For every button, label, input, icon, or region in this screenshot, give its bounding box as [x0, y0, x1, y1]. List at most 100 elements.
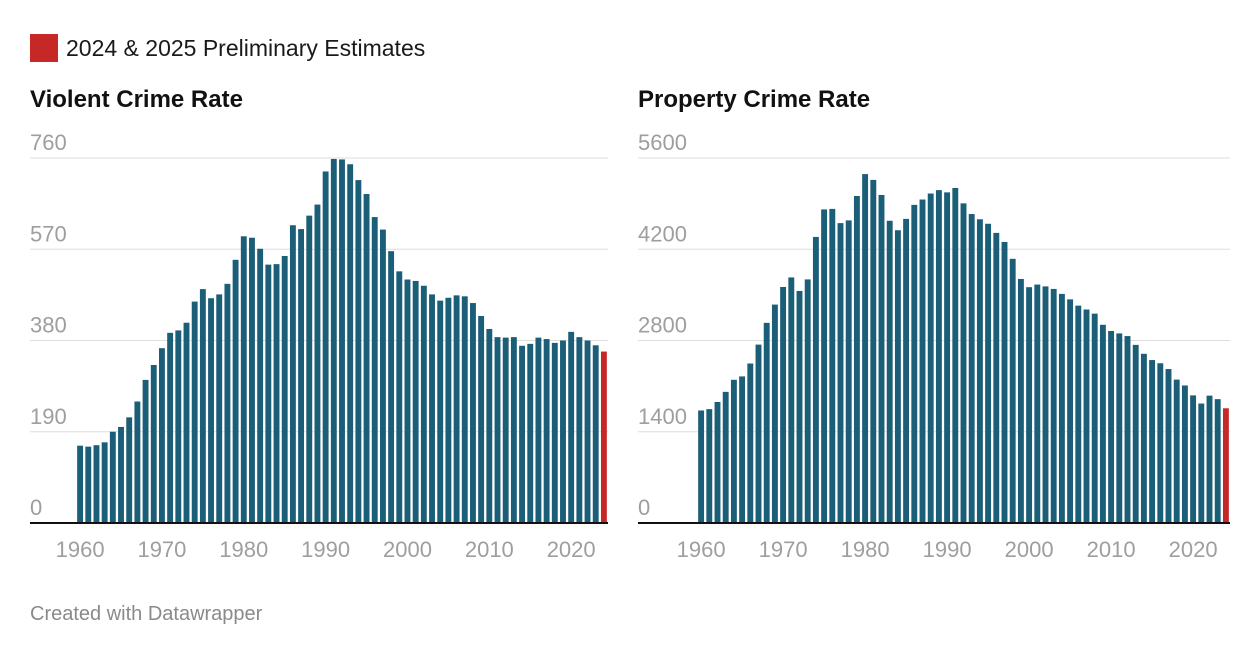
y-tick-label: 2800	[638, 313, 687, 338]
x-tick-label: 2020	[1169, 537, 1218, 562]
x-tick-label: 2000	[383, 537, 432, 562]
bar	[1067, 299, 1074, 523]
bar	[788, 277, 795, 523]
bar	[412, 280, 419, 523]
bar	[85, 446, 92, 523]
bar	[878, 194, 885, 523]
bar	[371, 217, 378, 523]
bar	[592, 345, 599, 523]
bar	[796, 290, 803, 523]
bar	[167, 332, 174, 523]
bar	[363, 194, 370, 523]
bar	[935, 190, 942, 523]
chart-title-violent: Violent Crime Rate	[30, 86, 243, 113]
bar	[698, 410, 705, 523]
bar	[1083, 309, 1090, 523]
bar	[183, 322, 190, 523]
chart-property: 0 1400 2800 4200 5600 1960 1970 1980 1990 2000 201…	[638, 130, 1230, 562]
bar	[77, 445, 84, 523]
x-tick-label: 1980	[219, 537, 268, 562]
bar	[453, 295, 460, 523]
bar	[1214, 399, 1221, 523]
bar	[1198, 403, 1205, 523]
bar	[763, 322, 770, 523]
bar	[191, 301, 198, 523]
bar	[837, 223, 844, 524]
bar	[232, 259, 239, 523]
bar	[289, 225, 296, 524]
bar	[993, 232, 1000, 523]
bar	[347, 164, 354, 524]
bar	[1099, 324, 1106, 523]
bar	[150, 364, 157, 523]
bar	[445, 297, 452, 523]
bar	[919, 199, 926, 523]
bar	[510, 337, 517, 523]
bar	[771, 304, 778, 523]
bar	[339, 159, 345, 523]
bar	[298, 229, 305, 523]
bar	[976, 219, 983, 523]
bar	[306, 215, 313, 523]
x-tick-label: 1960	[677, 537, 726, 562]
bar	[249, 237, 255, 523]
bar	[1108, 330, 1115, 523]
bar	[134, 401, 141, 523]
bar	[175, 330, 182, 523]
bar	[265, 264, 272, 523]
bar	[461, 296, 468, 523]
x-tick-label: 1960	[56, 537, 105, 562]
bar	[396, 271, 403, 523]
bar	[1026, 287, 1033, 523]
bar	[330, 158, 337, 523]
bar	[404, 279, 411, 523]
x-tick-label: 1970	[137, 537, 186, 562]
bar	[853, 196, 860, 523]
bar	[755, 344, 762, 523]
bar	[535, 337, 542, 523]
bar	[224, 283, 231, 523]
legend: 2024 & 2025 Preliminary Estimates	[30, 34, 425, 62]
y-tick-label: 0	[638, 495, 650, 520]
bar	[1173, 379, 1180, 523]
estimate-bar	[600, 351, 607, 523]
bar	[1116, 333, 1123, 523]
x-tick-label: 2010	[465, 537, 514, 562]
bar	[739, 376, 746, 523]
bar	[1181, 385, 1188, 523]
bar	[1075, 305, 1082, 523]
y-tick-label: 4200	[638, 221, 687, 246]
bar	[470, 303, 476, 523]
bar	[322, 171, 329, 523]
y-tick-label: 0	[30, 495, 42, 520]
y-tick-label: 380	[30, 313, 67, 338]
bar	[747, 363, 754, 523]
bar	[1149, 360, 1156, 523]
bar	[911, 204, 918, 524]
bar	[158, 348, 165, 523]
bar	[1165, 369, 1172, 523]
bar	[543, 339, 550, 523]
bar	[829, 208, 836, 523]
bar	[1140, 353, 1147, 523]
legend-swatch	[30, 34, 58, 62]
bar	[494, 337, 501, 523]
bar	[1206, 395, 1213, 523]
bar	[379, 229, 386, 523]
bar	[576, 337, 583, 523]
bar	[960, 203, 967, 524]
footer-credit: Created with Datawrapper	[30, 603, 263, 625]
y-tick-label: 5600	[638, 130, 687, 155]
bar	[894, 230, 901, 523]
bar	[486, 328, 493, 523]
legend-label: 2024 & 2025 Preliminary Estimates	[66, 34, 426, 61]
bar	[560, 340, 566, 523]
bar	[714, 401, 721, 523]
x-tick-label: 1980	[841, 537, 890, 562]
bar	[804, 279, 811, 523]
bar	[821, 209, 828, 523]
bar	[208, 298, 214, 523]
bar	[706, 409, 713, 523]
bar	[1001, 241, 1008, 523]
